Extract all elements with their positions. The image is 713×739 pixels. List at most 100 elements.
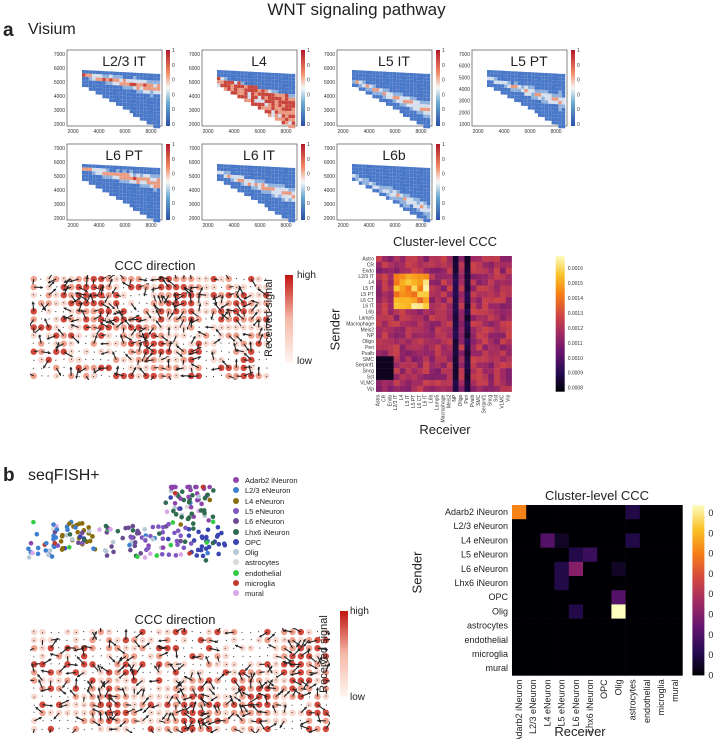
- map-spot: [281, 107, 285, 111]
- map-spot: [153, 174, 157, 178]
- map-spot: [150, 77, 154, 81]
- direction-arrowhead: [171, 712, 175, 716]
- map-spot: [271, 106, 275, 111]
- direction-arrow: [205, 318, 207, 320]
- heatmap-cell: [470, 285, 477, 292]
- map-spot: [244, 172, 248, 176]
- direction-arrowhead: [214, 640, 218, 644]
- direction-arrowhead: [180, 374, 184, 378]
- cell-point: [35, 551, 41, 557]
- direction-arrowhead: [198, 346, 202, 350]
- direction-arrow: [205, 342, 207, 344]
- map-spot: [389, 89, 393, 93]
- map-spot: [541, 110, 545, 114]
- map-spot: [375, 74, 380, 79]
- direction-arrowhead: [197, 720, 201, 723]
- map-spot: [102, 185, 106, 189]
- signal-spot: [305, 685, 313, 692]
- legend-entry: L6 eNeuron: [233, 517, 284, 526]
- direction-arrow: [212, 319, 214, 321]
- map-spot: [156, 181, 161, 185]
- heatmap-cell: [446, 303, 453, 310]
- map-spot: [237, 171, 241, 176]
- panel-b-label: seqFISH+: [28, 467, 100, 484]
- signal-spot: [155, 693, 163, 700]
- legend-swatch: [233, 518, 239, 525]
- map-spot: [92, 178, 96, 182]
- map-spot: [420, 215, 424, 219]
- cell-point: [178, 533, 183, 539]
- map-spot: [133, 200, 137, 205]
- direction-arrowhead: [122, 651, 126, 654]
- direction-arrowhead: [179, 353, 183, 357]
- map-spot: [406, 180, 410, 184]
- signal-spot: [188, 340, 195, 347]
- map-y-tick: 7000: [459, 52, 470, 58]
- cell-point: [75, 529, 80, 535]
- heatmap-cell: [399, 309, 406, 316]
- map-spot: [264, 183, 268, 187]
- cell-point: [215, 532, 221, 538]
- map-spot: [416, 167, 420, 171]
- map-spot: [399, 79, 403, 83]
- direction-arrowhead: [210, 316, 214, 320]
- map-spot: [386, 71, 390, 76]
- map-spot: [261, 166, 265, 170]
- signal-spot: [128, 283, 135, 291]
- heatmap-cell: [435, 344, 442, 351]
- heatmap-cell: [470, 332, 477, 339]
- map-spot: [285, 121, 289, 125]
- map-spot: [291, 118, 296, 122]
- heatmap-cell: [399, 279, 406, 286]
- map-spot: [382, 78, 386, 82]
- map-spot: [237, 71, 241, 75]
- map-spot: [136, 170, 140, 174]
- map-spot: [278, 83, 282, 87]
- map-spot: [95, 168, 99, 172]
- heatmap-cell: [393, 297, 400, 304]
- heatmap-cell: [381, 374, 388, 381]
- map-spot: [426, 171, 431, 175]
- heatmap-cell: [452, 297, 459, 304]
- spatial-map-plot: 2000 4000 6000 8000700060005000400030002000…: [189, 48, 314, 135]
- map-spot: [288, 97, 292, 101]
- heatmap-cell: [429, 285, 436, 292]
- map-spot: [362, 164, 366, 168]
- heatmap-cell: [417, 273, 424, 280]
- heatmap-cell: [554, 576, 570, 591]
- heatmap-cell: [470, 320, 477, 327]
- signal-spot: [173, 372, 180, 380]
- heatmap-cell: [488, 332, 495, 339]
- map-spot: [358, 167, 363, 172]
- map-spot: [288, 87, 292, 91]
- map-spot: [281, 170, 285, 175]
- cell-point: [147, 551, 153, 556]
- map-spot: [254, 189, 258, 194]
- map-spot: [217, 174, 221, 178]
- heatmap-cell: [458, 273, 465, 280]
- signal-axis-label: Received signal: [263, 279, 275, 357]
- heatmap-cell: [405, 326, 412, 333]
- direction-arrow: [242, 727, 244, 730]
- map-spot: [220, 167, 224, 171]
- signal-spot: [173, 332, 180, 339]
- map-spot: [88, 181, 93, 185]
- map-spot: [409, 86, 414, 90]
- heatmap-cell: [639, 647, 655, 662]
- map-spot: [423, 215, 427, 219]
- heatmap-cell: [488, 309, 495, 316]
- heatmap-cell: [376, 261, 383, 268]
- map-spot: [493, 77, 498, 81]
- map-spot: [358, 174, 363, 178]
- map-y-tick: 6000: [54, 160, 65, 166]
- map-spot: [251, 186, 255, 190]
- direction-arrowhead: [168, 341, 172, 345]
- map-spot: [420, 111, 424, 115]
- signal-spot: [39, 628, 46, 636]
- direction-arrow: [71, 728, 77, 733]
- map-spot: [156, 97, 161, 102]
- map-spot: [223, 181, 228, 185]
- map-spot: [264, 186, 268, 191]
- map-spot: [122, 85, 127, 90]
- map-spot: [382, 81, 386, 86]
